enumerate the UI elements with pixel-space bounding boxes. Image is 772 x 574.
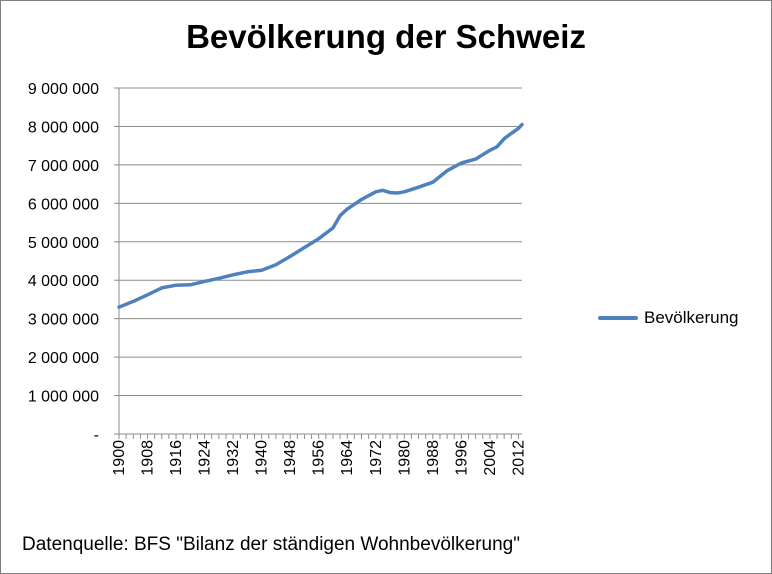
x-tick-label: 1964 [339, 440, 356, 476]
legend-swatch [598, 316, 638, 320]
x-tick-label: 1980 [396, 440, 413, 476]
x-tick-label: 1940 [254, 440, 271, 476]
x-tick-label: 2012 [510, 440, 527, 476]
x-tick-label: 1900 [111, 440, 128, 476]
y-tick-label: 9 000 000 [28, 81, 99, 98]
y-tick-label: 1 000 000 [28, 389, 99, 406]
y-tick-label: 8 000 000 [28, 119, 99, 136]
x-tick-label: 1908 [140, 440, 157, 476]
y-tick-label: - [94, 427, 99, 444]
legend: Bevölkerung [598, 308, 739, 328]
y-tick-label: 6 000 000 [28, 196, 99, 213]
y-tick-label: 5 000 000 [28, 235, 99, 252]
x-tick-label: 1972 [368, 440, 385, 476]
series-layer [117, 122, 524, 309]
y-tick-label: 3 000 000 [28, 312, 99, 329]
x-tick-label: 1996 [453, 440, 470, 476]
y-tick-label: 7 000 000 [28, 158, 99, 175]
x-tick-label: 1956 [311, 440, 328, 476]
y-tick-label: 2 000 000 [28, 350, 99, 367]
x-tick-label: 1916 [168, 440, 185, 476]
gridlines [119, 87, 522, 397]
x-tick-label: 1988 [425, 440, 442, 476]
x-tick-labels: 1900 1908 1916 1924 1932 1940 1948 1956 1964 1972… [111, 440, 527, 476]
x-tick-label: 1924 [197, 440, 214, 476]
x-tick-label: 1932 [225, 440, 242, 476]
y-tick-label: 4 000 000 [28, 273, 99, 290]
legend-label: Bevölkerung [644, 308, 739, 327]
x-tick-label: 1948 [282, 440, 299, 476]
axes [114, 87, 522, 439]
y-tick-labels: - 1 000 000 2 000 000 3 000 000 4 000 000 5 0… [28, 81, 99, 444]
series-line [117, 122, 524, 309]
chart-title: Bevölkerung der Schweiz [186, 18, 586, 55]
data-source-note: Datenquelle: BFS "Bilanz der ständigen W… [22, 534, 520, 555]
x-tick-label: 2004 [482, 440, 499, 476]
